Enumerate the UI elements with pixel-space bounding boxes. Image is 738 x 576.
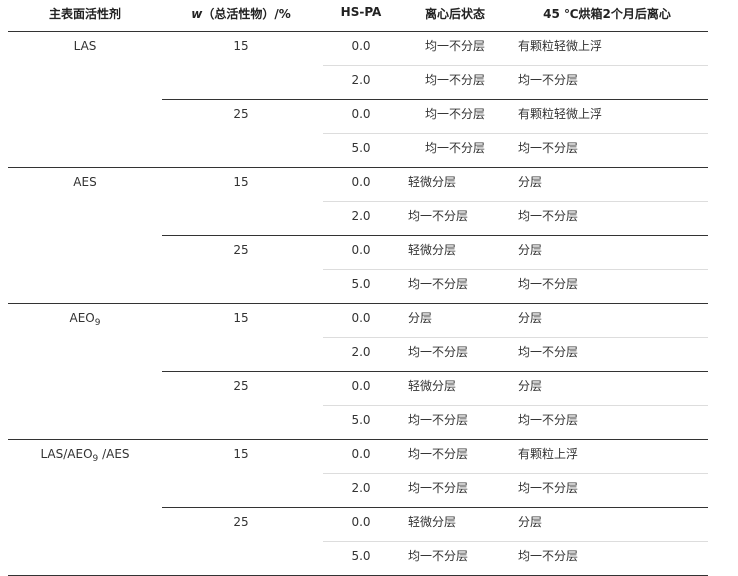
surfactant-name-part: LAS/AEO [40, 447, 93, 461]
centrifuge-state: 均一不分层 [424, 141, 486, 155]
active-content-value: 15 [233, 175, 249, 189]
surfactant-name-part: AEO [69, 311, 95, 325]
hspa-value: 0.0 [351, 379, 371, 393]
hspa-value: 0.0 [351, 243, 371, 257]
hspa-value: 5.0 [351, 277, 371, 291]
centrifuge-state: 轻微分层 [408, 379, 457, 393]
oven-centrifuge-state: 均一不分层 [518, 345, 579, 359]
subgroup-divider [162, 507, 708, 508]
centrifuge-state: 轻微分层 [408, 515, 457, 529]
centrifuge-state: 均一不分层 [408, 209, 469, 223]
hspa-value: 0.0 [351, 447, 371, 461]
centrifuge-state: 轻微分层 [408, 175, 457, 189]
surfactant-name: AEO9 [70, 310, 101, 331]
active-content-value: 25 [233, 107, 249, 121]
centrifuge-state: 分层 [408, 311, 433, 325]
header-hspa: HS-PA [340, 5, 382, 19]
centrifuge-state: 均一不分层 [424, 39, 486, 53]
header-w-label: （总活性物）/% [202, 7, 291, 21]
hspa-value: 2.0 [351, 481, 371, 495]
surfactant-name: AES [73, 175, 97, 189]
row-divider [323, 473, 708, 474]
oven-centrifuge-state: 分层 [518, 515, 543, 529]
hspa-value: 5.0 [351, 141, 371, 155]
oven-centrifuge-state: 均一不分层 [518, 209, 579, 223]
group-divider [8, 303, 708, 304]
row-divider [323, 405, 708, 406]
oven-centrifuge-state: 均一不分层 [518, 413, 579, 427]
oven-centrifuge-state: 分层 [518, 243, 543, 257]
centrifuge-state: 均一不分层 [408, 413, 469, 427]
subgroup-divider [162, 235, 708, 236]
group-divider [8, 439, 708, 440]
centrifuge-state: 均一不分层 [424, 73, 486, 87]
hspa-value: 0.0 [351, 175, 371, 189]
oven-centrifuge-state: 有颗粒上浮 [518, 447, 579, 461]
row-divider [323, 337, 708, 338]
row-divider [323, 133, 708, 134]
oven-centrifuge-state: 分层 [518, 311, 543, 325]
centrifuge-state: 均一不分层 [408, 345, 469, 359]
hspa-value: 0.0 [351, 39, 371, 53]
centrifuge-state: 轻微分层 [408, 243, 457, 257]
hspa-value: 0.0 [351, 311, 371, 325]
active-content-value: 25 [233, 243, 249, 257]
surfactant-name-part: 9 [94, 318, 101, 328]
group-divider [8, 167, 708, 168]
header-divider [8, 31, 708, 32]
header-surfactant: 主表面活性剂 [48, 7, 122, 21]
hspa-value: 2.0 [351, 345, 371, 359]
header-active-content: w（总活性物）/% [191, 5, 291, 22]
active-content-value: 15 [233, 39, 249, 53]
oven-centrifuge-state: 分层 [518, 175, 543, 189]
oven-centrifuge-state: 均一不分层 [518, 141, 579, 155]
hspa-value: 0.0 [351, 107, 371, 121]
oven-centrifuge-state: 均一不分层 [518, 481, 579, 495]
surfactant-name: LAS [73, 39, 97, 53]
hspa-value: 2.0 [351, 73, 371, 87]
centrifuge-state: 均一不分层 [408, 447, 469, 461]
hspa-value: 2.0 [351, 209, 371, 223]
active-content-value: 25 [233, 515, 249, 529]
surfactant-name-part: 9 [92, 454, 99, 464]
centrifuge-state: 均一不分层 [408, 481, 469, 495]
surfactant-name: LAS/AEO9 /AES [40, 446, 129, 467]
hspa-value: 5.0 [351, 413, 371, 427]
subgroup-divider [162, 99, 708, 100]
hspa-value: 5.0 [351, 549, 371, 563]
oven-centrifuge-state: 有颗粒轻微上浮 [518, 107, 603, 121]
oven-centrifuge-state: 均一不分层 [518, 277, 579, 291]
oven-centrifuge-state: 均一不分层 [518, 73, 579, 87]
active-content-value: 15 [233, 311, 249, 325]
header-oven-centrifuge: 45 ℃烘箱2个月后离心 [543, 7, 671, 21]
active-content-value: 15 [233, 447, 249, 461]
header-w-variable: w [191, 7, 203, 21]
centrifuge-state: 均一不分层 [424, 107, 486, 121]
row-divider [323, 269, 708, 270]
row-divider [323, 541, 708, 542]
oven-centrifuge-state: 均一不分层 [518, 549, 579, 563]
centrifuge-state: 均一不分层 [408, 549, 469, 563]
row-divider [323, 65, 708, 66]
active-content-value: 25 [233, 379, 249, 393]
row-divider [323, 201, 708, 202]
header-centrifuge-state: 离心后状态 [424, 7, 486, 21]
oven-centrifuge-state: 有颗粒轻微上浮 [518, 39, 603, 53]
centrifuge-state: 均一不分层 [408, 277, 469, 291]
subgroup-divider [162, 371, 708, 372]
hspa-value: 0.0 [351, 515, 371, 529]
surfactant-name-part: /AES [98, 447, 130, 461]
oven-centrifuge-state: 分层 [518, 379, 543, 393]
